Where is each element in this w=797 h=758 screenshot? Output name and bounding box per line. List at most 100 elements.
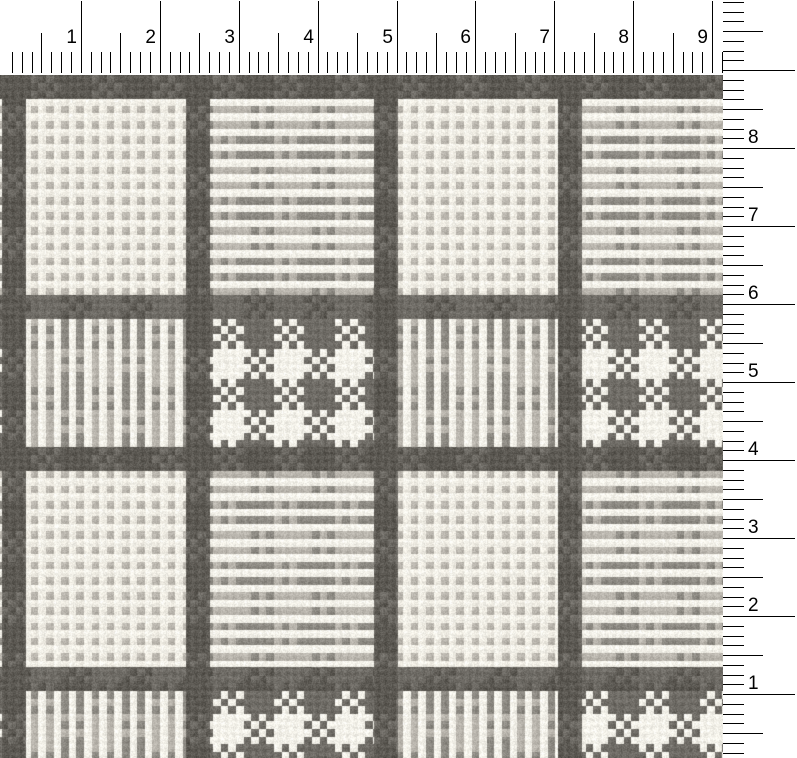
ruler-tick-minor: [723, 294, 744, 295]
ruler-tick-half: [723, 109, 763, 110]
ruler-tick-minor: [101, 52, 102, 73]
ruler-tick-half: [723, 421, 763, 422]
ruler-tick-minor: [723, 314, 744, 315]
ruler-tick-minor: [723, 392, 744, 393]
ruler-tick-minor: [723, 665, 744, 666]
ruler-tick-half: [723, 655, 763, 656]
ruler-tick-minor: [723, 489, 744, 490]
ruler-tick-half: [673, 33, 674, 73]
ruler-tick-minor: [298, 52, 299, 73]
ruler-tick-minor: [130, 52, 131, 73]
ruler-tick-minor: [604, 52, 605, 73]
ruler-tick-half: [515, 33, 516, 73]
ruler-right-label-3: 3: [748, 517, 759, 538]
ruler-tick-minor: [723, 519, 744, 520]
ruler-tick-major: [723, 538, 795, 539]
ruler-tick-minor: [723, 636, 744, 637]
ruler-tick-major: [723, 694, 795, 695]
ruler-tick-minor: [535, 52, 536, 73]
ruler-top-label-1: 1: [66, 27, 77, 48]
ruler-tick-minor: [723, 90, 744, 91]
ruler-tick-minor: [692, 52, 693, 73]
ruler-top-label-3: 3: [224, 27, 235, 48]
ruler-tick-minor: [723, 714, 744, 715]
ruler-tick-minor: [416, 52, 417, 73]
ruler-right-label-4: 4: [748, 439, 759, 460]
ruler-tick-major: [723, 70, 795, 71]
ruler-tick-half: [723, 265, 763, 266]
ruler-tick-minor: [446, 52, 447, 73]
ruler-top-label-9: 9: [697, 27, 708, 48]
ruler-tick-minor: [574, 52, 575, 73]
ruler-tick-minor: [170, 52, 171, 73]
ruler-tick-minor: [723, 684, 744, 685]
ruler-tick-minor: [723, 60, 744, 61]
fabric-swatch-image: [0, 75, 723, 758]
ruler-tick-minor: [288, 52, 289, 73]
ruler-tick-minor: [426, 52, 427, 73]
ruler-tick-minor: [91, 52, 92, 73]
ruler-top-label-6: 6: [460, 27, 471, 48]
ruler-tick-major: [723, 304, 795, 305]
ruler-tick-minor: [723, 177, 744, 178]
ruler-tick-half: [278, 33, 279, 73]
ruler-tick-minor: [347, 52, 348, 73]
ruler-tick-half: [723, 499, 763, 500]
ruler-top-label-7: 7: [539, 27, 550, 48]
ruler-tick-minor: [723, 480, 744, 481]
ruler-tick-minor: [327, 52, 328, 73]
ruler-tick-minor: [229, 52, 230, 73]
ruler-tick-minor: [723, 753, 744, 754]
ruler-tick-minor: [485, 52, 486, 73]
ruler-tick-minor: [723, 431, 744, 432]
ruler-tick-minor: [723, 333, 744, 334]
ruler-tick-minor: [723, 743, 744, 744]
ruler-tick-major: [723, 226, 795, 227]
ruler-tick-minor: [723, 558, 744, 559]
ruler-tick-minor: [723, 275, 744, 276]
ruler-tick-minor: [308, 52, 309, 73]
ruler-right-label-7: 7: [748, 205, 759, 226]
ruler-tick-minor: [564, 52, 565, 73]
ruler-tick-minor: [723, 567, 744, 568]
ruler-top-label-5: 5: [382, 27, 393, 48]
ruler-tick-minor: [258, 52, 259, 73]
ruler-top-label-8: 8: [618, 27, 629, 48]
ruler-tick-minor: [723, 402, 744, 403]
ruler-tick-half: [120, 33, 121, 73]
ruler-tick-minor: [723, 324, 744, 325]
ruler-tick-minor: [723, 21, 744, 22]
ruler-tick-minor: [456, 52, 457, 73]
ruler-tick-minor: [723, 236, 744, 237]
ruler-tick-half: [357, 33, 358, 73]
ruler-tick-minor: [723, 675, 744, 676]
fabric-weave-canvas: [0, 75, 723, 758]
ruler-tick-minor: [723, 51, 744, 52]
ruler-tick-minor: [723, 353, 744, 354]
ruler-tick-minor: [249, 52, 250, 73]
ruler-tick-minor: [140, 52, 141, 73]
ruler-tick-major: [318, 1, 319, 73]
ruler-tick-minor: [723, 80, 744, 81]
ruler-tick-minor: [525, 52, 526, 73]
ruler-tick-half: [41, 33, 42, 73]
ruler-tick-minor: [150, 52, 151, 73]
ruler-tick-minor: [683, 52, 684, 73]
ruler-top-label-4: 4: [303, 27, 314, 48]
ruler-tick-half: [723, 733, 763, 734]
ruler-tick-minor: [723, 119, 744, 120]
ruler-tick-minor: [723, 441, 744, 442]
ruler-tick-half: [436, 33, 437, 73]
ruler-tick-minor: [723, 2, 744, 3]
ruler-tick-major: [712, 1, 713, 73]
ruler-tick-minor: [12, 52, 13, 73]
ruler-tick-minor: [723, 645, 744, 646]
ruler-tick-half: [723, 577, 763, 578]
ruler-tick-major: [723, 460, 795, 461]
ruler-tick-minor: [209, 52, 210, 73]
ruler-tick-minor: [723, 158, 744, 159]
ruler-tick-half: [723, 343, 763, 344]
ruler-tick-major: [723, 148, 795, 149]
ruler-tick-minor: [613, 52, 614, 73]
